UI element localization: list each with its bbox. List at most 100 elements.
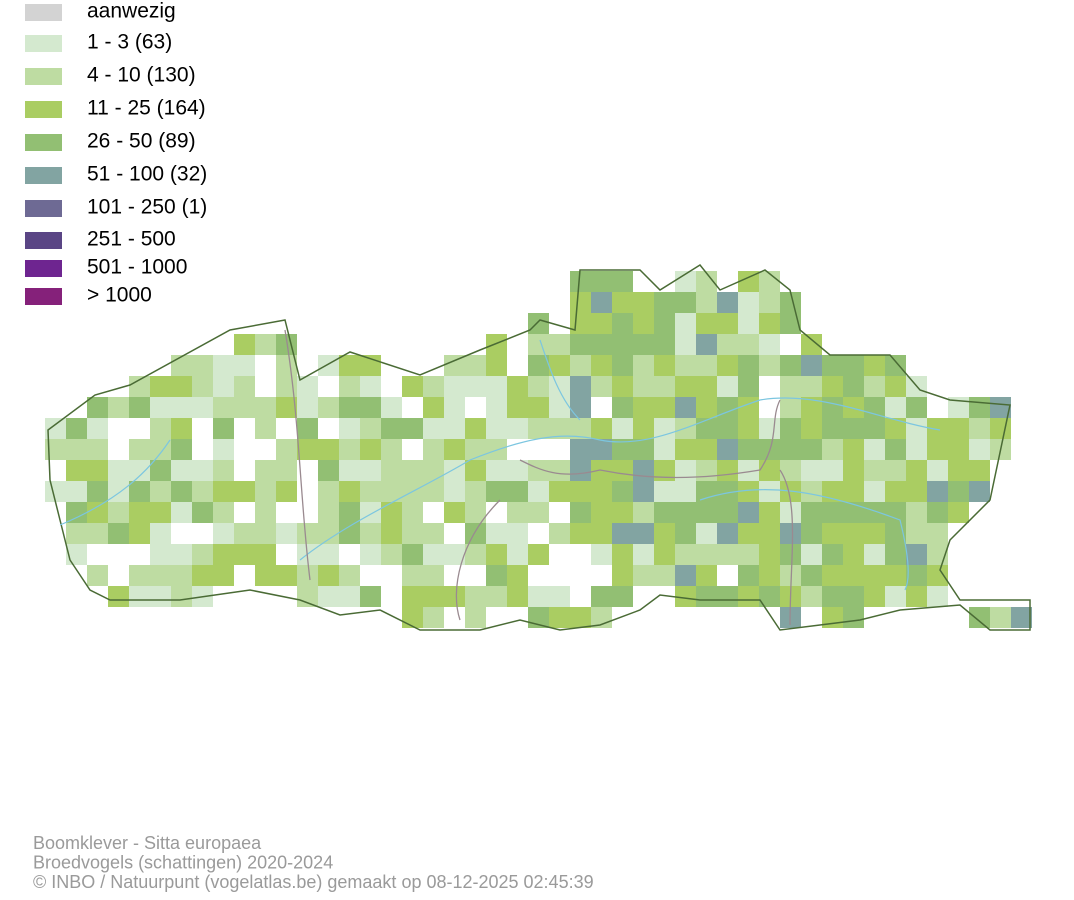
grid-cell [192, 544, 213, 565]
grid-cell [45, 418, 66, 439]
grid-cell [150, 376, 171, 397]
grid-cell [717, 313, 738, 334]
grid-cell [87, 460, 108, 481]
grid-cell [297, 565, 318, 586]
grid-cell [675, 376, 696, 397]
grid-cell [738, 439, 759, 460]
grid-cell [633, 292, 654, 313]
grid-cell [633, 502, 654, 523]
grid-cell [255, 481, 276, 502]
grid-cell [549, 586, 570, 607]
legend-swatch [25, 35, 62, 52]
grid-cell [255, 397, 276, 418]
grid-cell [570, 334, 591, 355]
grid-cell [276, 355, 297, 376]
grid-cell [843, 460, 864, 481]
grid-cell [759, 292, 780, 313]
grid-cell [234, 376, 255, 397]
grid-cell [654, 439, 675, 460]
grid-cell [549, 397, 570, 418]
grid-cell [822, 418, 843, 439]
grid-cell [444, 439, 465, 460]
grid-cell [654, 523, 675, 544]
grid-cell [864, 376, 885, 397]
grid-cell [948, 397, 969, 418]
grid-cell [864, 460, 885, 481]
legend-label: 251 - 500 [87, 228, 176, 251]
grid-cell [549, 523, 570, 544]
grid-cell [486, 355, 507, 376]
grid-cell [696, 544, 717, 565]
grid-cell [381, 523, 402, 544]
grid-cell [339, 397, 360, 418]
grid-cell [633, 334, 654, 355]
grid-cell [654, 313, 675, 334]
grid-cell [486, 481, 507, 502]
grid-cell [129, 439, 150, 460]
grid-cell [717, 397, 738, 418]
grid-cell [402, 523, 423, 544]
legend-label: 1 - 3 (63) [87, 31, 172, 54]
grid-cell [633, 523, 654, 544]
grid-cell [360, 376, 381, 397]
grid-cells [45, 271, 1032, 628]
grid-cell [822, 397, 843, 418]
grid-cell [549, 481, 570, 502]
grid-cell [759, 271, 780, 292]
grid-cell [948, 481, 969, 502]
grid-cell [255, 418, 276, 439]
grid-cell [843, 544, 864, 565]
grid-cell [738, 460, 759, 481]
grid-cell [150, 523, 171, 544]
grid-cell [654, 376, 675, 397]
grid-cell [45, 481, 66, 502]
legend-label: 26 - 50 (89) [87, 130, 196, 153]
grid-cell [822, 502, 843, 523]
grid-cell [864, 544, 885, 565]
grid-cell [717, 502, 738, 523]
grid-cell [234, 334, 255, 355]
grid-cell [885, 523, 906, 544]
grid-cell [696, 355, 717, 376]
grid-cell [486, 460, 507, 481]
grid-cell [66, 418, 87, 439]
grid-cell [150, 502, 171, 523]
grid-cell [738, 292, 759, 313]
grid-cell [927, 523, 948, 544]
grid-cell [465, 523, 486, 544]
grid-cell [864, 481, 885, 502]
grid-cell [234, 397, 255, 418]
grid-cell [507, 397, 528, 418]
grid-cell [759, 481, 780, 502]
grid-cell [66, 502, 87, 523]
grid-cell [213, 418, 234, 439]
grid-cell [612, 565, 633, 586]
grid-cell [801, 334, 822, 355]
grid-cell [885, 397, 906, 418]
grid-cell [528, 481, 549, 502]
legend-swatch [25, 260, 62, 277]
grid-cell [885, 355, 906, 376]
grid-cell [654, 334, 675, 355]
grid-cell [87, 523, 108, 544]
grid-cell [171, 376, 192, 397]
grid-cell [87, 565, 108, 586]
grid-cell [45, 439, 66, 460]
grid-cell [129, 481, 150, 502]
grid-cell [759, 460, 780, 481]
grid-cell [213, 397, 234, 418]
grid-cell [801, 481, 822, 502]
grid-cell [297, 418, 318, 439]
grid-cell [381, 502, 402, 523]
grid-cell [444, 460, 465, 481]
grid-cell [360, 481, 381, 502]
grid-cell [612, 313, 633, 334]
grid-cell [759, 544, 780, 565]
grid-cell [192, 565, 213, 586]
grid-cell [213, 502, 234, 523]
grid-cell [444, 376, 465, 397]
grid-cell [906, 460, 927, 481]
grid-cell [927, 586, 948, 607]
grid-cell [780, 292, 801, 313]
